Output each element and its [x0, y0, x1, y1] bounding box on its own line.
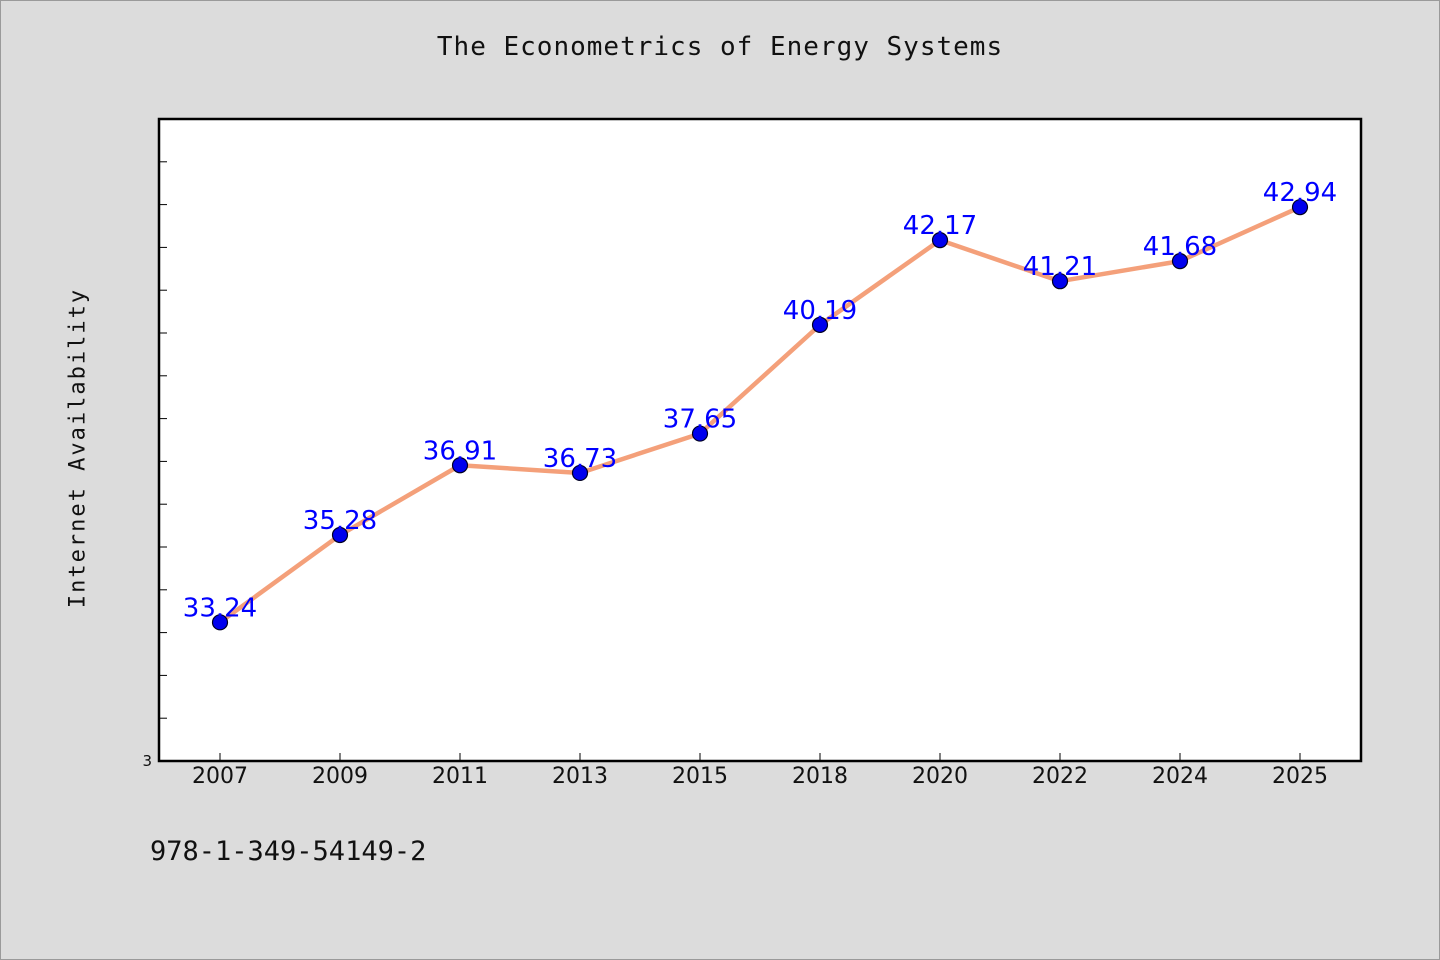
x-tick-label: 2025 [1272, 764, 1328, 789]
x-tick-label: 2022 [1032, 764, 1088, 789]
plot-area [157, 117, 1363, 763]
chart-title: The Econometrics of Energy Systems [436, 32, 1004, 62]
isbn-text: 978-1-349-54149-2 [150, 836, 427, 867]
x-tick-label: 2011 [432, 764, 488, 789]
data-label: 37.65 [663, 405, 737, 435]
data-point [811, 316, 829, 333]
data-point [931, 232, 949, 249]
x-tick-label: 2020 [912, 764, 968, 789]
data-point [1051, 273, 1069, 290]
x-tick-label: 2015 [672, 764, 728, 789]
data-point [691, 425, 709, 442]
x-tick-label: 2007 [192, 764, 248, 789]
y-axis-ticks [159, 161, 167, 719]
x-tick-label: 2018 [792, 764, 848, 789]
data-label: 42.94 [1263, 178, 1337, 208]
data-label: 35.28 [303, 506, 377, 536]
data-label: 40.19 [783, 296, 857, 326]
data-label: 33.24 [183, 593, 257, 623]
data-label: 42.17 [903, 211, 977, 241]
x-tick-label: 2013 [552, 764, 608, 789]
series-line-layer [217, 204, 1303, 625]
x-axis-ticks: 2007 2009 2011 2013 2015 2018 2020 2022 2024 2025 [192, 753, 1328, 789]
data-label: 36.73 [543, 444, 617, 474]
series-marker-layer [211, 199, 1309, 631]
data-label: 41.21 [1023, 252, 1097, 282]
data-point [451, 457, 469, 474]
x-tick-label: 2024 [1152, 764, 1208, 789]
data-label: 41.68 [1143, 232, 1217, 262]
y-tick-label: 3 [142, 752, 152, 770]
data-label: 36.91 [423, 436, 497, 466]
series-line [217, 204, 1303, 625]
data-label-layer: 33.24 35.28 36.91 36.73 37.65 40.19 42.17 41.21… [183, 178, 1337, 623]
x-tick-label: 2009 [312, 764, 368, 789]
data-point [571, 464, 589, 482]
data-point [331, 526, 349, 544]
data-point [1171, 252, 1189, 270]
data-point [1291, 199, 1309, 216]
data-point [211, 614, 229, 631]
